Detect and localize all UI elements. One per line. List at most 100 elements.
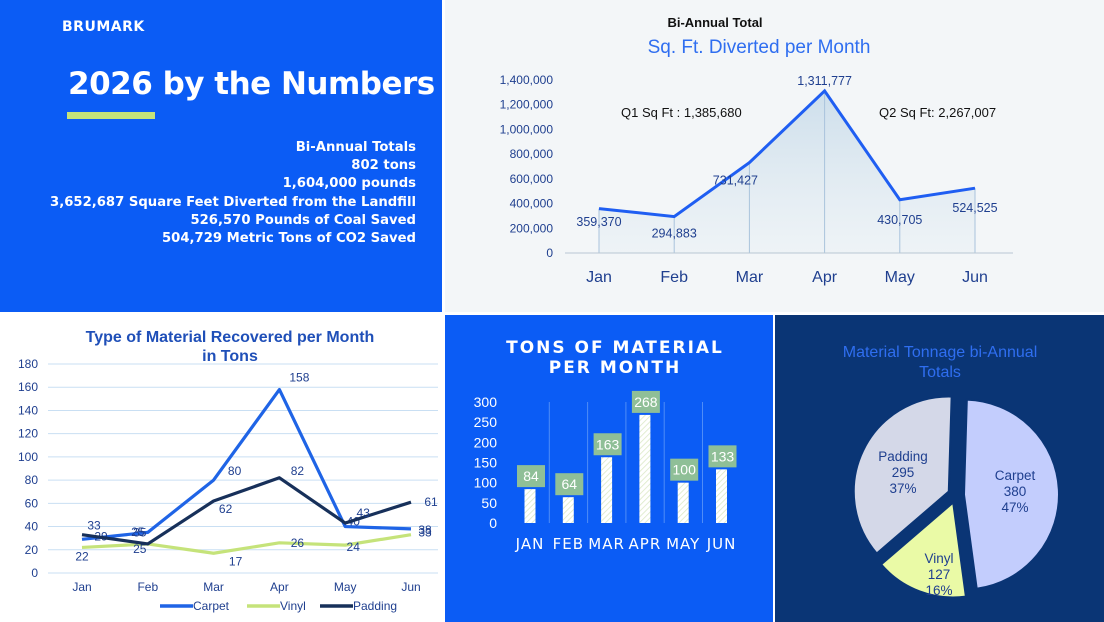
x-tick-label: Jun (401, 580, 420, 594)
y-tick-label: 120 (18, 427, 38, 441)
chart-title-line2: PER MONTH (549, 358, 682, 378)
data-label: 24 (347, 540, 361, 554)
chart-title-line1: Material Tonnage bi-Annual (843, 344, 1038, 361)
x-tick-label: Apr (270, 580, 289, 594)
pie-label-name: Vinyl (924, 551, 953, 566)
y-tick-label: 1,400,000 (500, 73, 554, 87)
data-label: 430,705 (877, 213, 922, 227)
bar (562, 497, 574, 523)
stat-tons: 802 tons (351, 158, 416, 174)
x-tick-label: Apr (812, 269, 838, 286)
y-tick-label: 60 (25, 496, 39, 510)
data-label: 33 (87, 519, 101, 533)
hero-title: 2026 by the Numbers (68, 66, 435, 102)
pie-label-name: Carpet (995, 468, 1036, 483)
sqft-chart-panel: Bi-Annual Total Sq. Ft. Diverted per Mont… (445, 0, 1104, 312)
bar-data-label: 268 (634, 394, 658, 410)
data-label: 294,883 (652, 227, 697, 241)
data-label: 61 (424, 495, 438, 509)
y-tick-label: 600,000 (510, 172, 554, 186)
bar-data-label: 133 (711, 448, 735, 464)
series-line-padding (81, 476, 412, 546)
brand-logo: BRUMARK (62, 19, 145, 35)
data-label: 731,427 (713, 174, 758, 188)
data-label: 35 (133, 525, 147, 539)
x-tick-label: Mar (736, 269, 764, 286)
pie-label-percent: 16% (925, 583, 952, 598)
material-chart: Type of Material Recovered per Month in T… (18, 329, 438, 613)
pie-label-value: 295 (892, 465, 915, 480)
bar-data-label: 163 (596, 436, 620, 452)
y-tick-label: 250 (474, 414, 498, 430)
y-tick-label: 140 (18, 403, 38, 417)
x-tick-label: FEB (553, 535, 584, 553)
y-tick-label: 300 (474, 394, 498, 410)
data-label: 25 (133, 542, 147, 556)
data-label: 82 (291, 464, 305, 478)
pie-chart: Material Tonnage bi-Annual Totals Carpet38… (843, 344, 1060, 599)
y-tick-label: 800,000 (510, 147, 554, 161)
x-tick-label: Jan (586, 269, 612, 286)
chart-title-line2: in Tons (202, 348, 258, 365)
x-tick-label: Feb (137, 580, 158, 594)
y-tick-label: 80 (25, 473, 39, 487)
q2-annotation: Q2 Sq Ft: 2,267,007 (879, 105, 996, 120)
bar-label-bg (708, 445, 737, 468)
chart-pretitle: Bi-Annual Total (667, 15, 762, 30)
y-tick-label: 200,000 (510, 221, 554, 235)
pie-label-percent: 47% (1001, 500, 1028, 515)
pie-chart-panel: Material Tonnage bi-Annual Totals Carpet 38… (775, 315, 1104, 622)
bi-annual-stats: Bi-Annual Totals 802 tons 1,604,000 poun… (50, 139, 416, 248)
y-tick-label: 20 (25, 543, 39, 557)
stat-co2-saved: 504,729 Metric Tons of CO2 Saved (161, 231, 416, 247)
pie-label-percent: 37% (889, 481, 916, 496)
y-tick-label: 50 (481, 495, 497, 511)
bar (716, 469, 727, 523)
data-label: 43 (357, 506, 371, 520)
data-label: 359,370 (576, 215, 621, 229)
bar-label-bg (631, 390, 660, 413)
data-label: 80 (228, 464, 242, 478)
bar (677, 482, 689, 523)
bar-data-label: 64 (562, 476, 578, 492)
bar (524, 489, 536, 523)
data-label: 62 (219, 502, 233, 516)
bar-label-bg (670, 458, 699, 481)
tons-chart-panel: TONS OF MATERIAL PER MONTH 0 50 100 150 200 250… (445, 315, 773, 622)
y-tick-label: 100 (474, 475, 498, 491)
data-label: 524,525 (952, 201, 997, 215)
x-tick-label: JAN (515, 535, 545, 553)
y-tick-label: 200 (474, 434, 498, 450)
series-line-vinyl (81, 533, 412, 555)
data-label: 25 (131, 525, 145, 539)
material-chart-panel: Type of Material Recovered per Month in T… (0, 315, 442, 622)
bar (639, 414, 651, 523)
sqft-chart: Bi-Annual Total Sq. Ft. Diverted per Mont… (500, 15, 1013, 286)
chart-title-line1: Type of Material Recovered per Month (86, 329, 375, 346)
y-tick-label: 0 (31, 566, 38, 580)
legend-label-carpet: Carpet (193, 599, 230, 613)
bar-label-bg (593, 433, 622, 456)
x-tick-label: May (334, 580, 357, 594)
y-tick-label: 40 (25, 520, 39, 534)
chart-title-line1: TONS OF MATERIAL (506, 338, 724, 358)
y-tick-label: 150 (474, 455, 498, 471)
bar-data-label: 84 (523, 468, 539, 484)
hero-accent-bar (67, 112, 155, 119)
x-tick-label: MAY (666, 535, 700, 553)
y-tick-label: 100 (18, 450, 38, 464)
bar-data-label: 100 (673, 462, 697, 478)
hero-panel: BRUMARK 2026 by the Numbers Bi-Annual To… (0, 0, 442, 312)
pie-slice-padding (852, 395, 953, 555)
x-tick-label: May (885, 269, 915, 286)
data-label: 33 (418, 526, 432, 540)
stat-coal-saved: 526,570 Pounds of Coal Saved (190, 212, 416, 228)
y-tick-label: 1,200,000 (500, 98, 554, 112)
pie-slice-carpet (962, 398, 1060, 590)
stats-heading: Bi-Annual Totals (295, 140, 416, 155)
q1-annotation: Q1 Sq Ft : 1,385,680 (621, 105, 742, 120)
pie-label-value: 380 (1004, 484, 1027, 499)
y-tick-label: 160 (18, 380, 38, 394)
data-label: 38 (418, 523, 432, 537)
data-label: 26 (291, 536, 305, 550)
